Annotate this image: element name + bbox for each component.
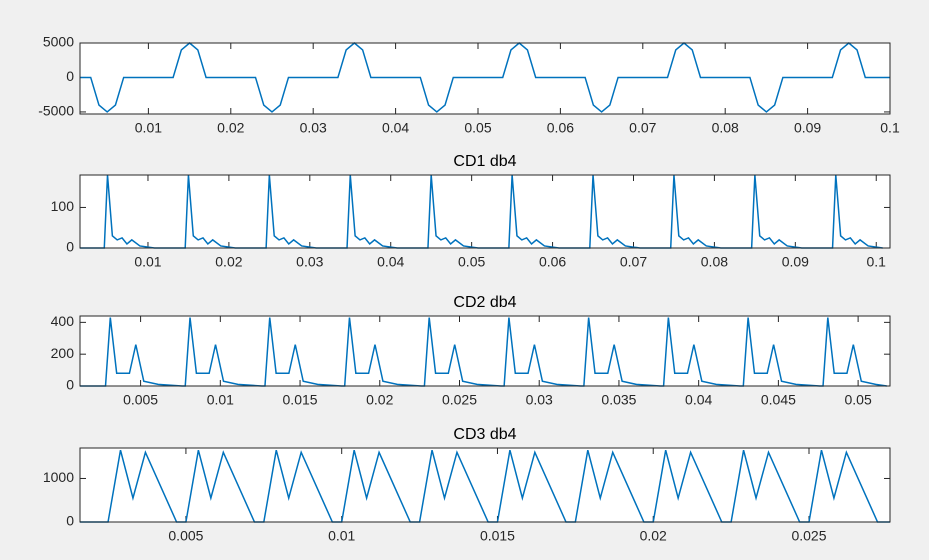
y-tick-label: 0 [66,239,74,255]
x-tick-label: 0.09 [782,254,809,270]
x-tick-label: 0.04 [382,120,409,136]
x-tick-label: 0.07 [629,120,656,136]
x-tick-label: 0.01 [328,528,355,544]
x-tick-label: 0.08 [701,254,728,270]
x-tick-label: 0.025 [442,392,477,408]
x-tick-label: 0.02 [366,392,393,408]
x-tick-label: 0.1 [867,254,887,270]
x-tick-label: 0.005 [123,392,158,408]
x-tick-label: 0.1 [880,120,900,136]
axes-frame [79,315,891,387]
y-tick-label: 5000 [43,34,74,50]
x-tick-label: 0.01 [135,120,162,136]
y-tick-label: 200 [51,345,75,361]
x-tick-label: 0.04 [377,254,404,270]
x-tick-label: 0.06 [547,120,574,136]
axes [80,448,890,522]
x-tick-label: 0.005 [168,528,203,544]
x-tick-label: 0.09 [794,120,821,136]
axes [80,175,890,248]
axes [80,43,890,114]
x-tick-label: 0.025 [791,528,826,544]
y-tick-label: -5000 [38,103,74,119]
axes-title: CD1 db4 [453,153,516,170]
y-tick-label: 400 [51,313,75,329]
x-tick-label: 0.015 [480,528,515,544]
y-tick-label: 1000 [43,469,74,485]
x-tick-label: 0.03 [526,392,553,408]
x-tick-label: 0.02 [215,254,242,270]
x-tick-label: 0.015 [283,392,318,408]
x-tick-label: 0.03 [300,120,327,136]
axes-title: CD2 db4 [453,294,516,311]
x-tick-label: 0.035 [601,392,636,408]
x-tick-label: 0.06 [539,254,566,270]
signal-line [80,42,890,113]
x-tick-label: 0.03 [296,254,323,270]
axes-frame [79,447,891,523]
y-tick-label: 100 [51,198,75,214]
x-tick-label: 0.02 [640,528,667,544]
x-tick-label: 0.05 [844,392,871,408]
y-tick-label: 0 [66,68,74,84]
y-tick-label: 0 [66,513,74,529]
x-tick-label: 0.04 [685,392,712,408]
x-tick-label: 0.01 [134,254,161,270]
x-tick-label: 0.07 [620,254,647,270]
x-tick-label: 0.05 [464,120,491,136]
x-tick-label: 0.08 [712,120,739,136]
axes-frame [79,42,891,115]
axes-frame [79,174,891,249]
x-tick-label: 0.05 [458,254,485,270]
axes [80,316,890,386]
x-tick-label: 0.01 [207,392,234,408]
x-tick-label: 0.02 [217,120,244,136]
y-tick-label: 0 [66,377,74,393]
x-tick-label: 0.045 [761,392,796,408]
axes-title: CD3 db4 [453,426,516,443]
